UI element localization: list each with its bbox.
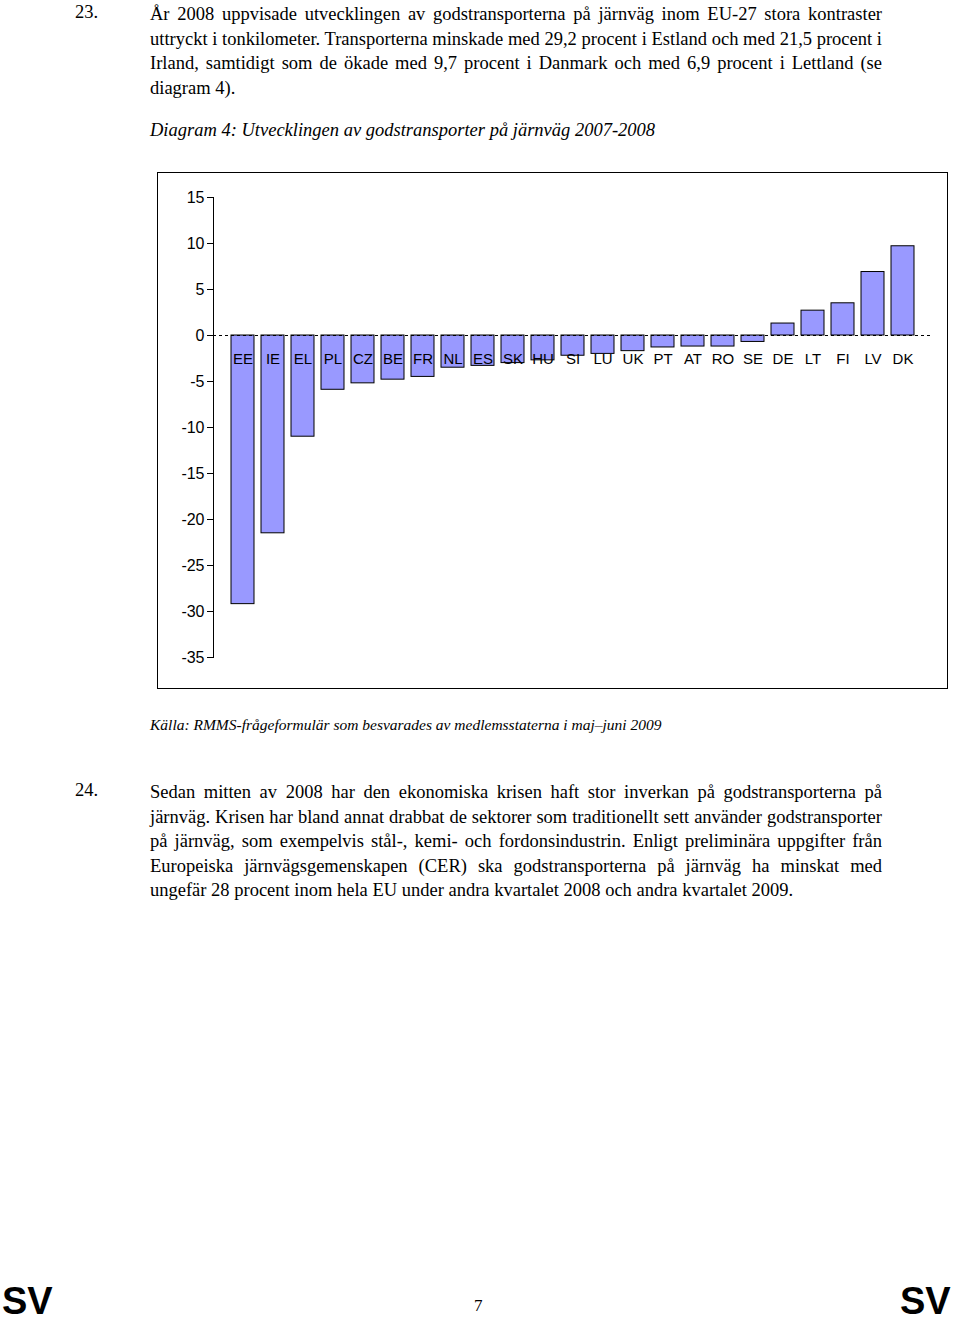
svg-text:LV: LV bbox=[864, 350, 881, 367]
svg-text:DK: DK bbox=[893, 350, 914, 367]
svg-text:-25: -25 bbox=[181, 557, 204, 574]
html-text:År 2008 uppvisade utvecklingen: År 2008 uppvisade utvecklingen av godstr… bbox=[150, 4, 882, 98]
svg-text:RO: RO bbox=[712, 350, 735, 367]
svg-text:10: 10 bbox=[187, 235, 205, 252]
svg-text:SI: SI bbox=[566, 350, 580, 367]
svg-text:-30: -30 bbox=[181, 603, 204, 620]
svg-text:EE: EE bbox=[233, 350, 253, 367]
svg-text:LU: LU bbox=[593, 350, 612, 367]
svg-text:-35: -35 bbox=[181, 649, 204, 666]
svg-text:HU: HU bbox=[532, 350, 554, 367]
svg-text:-15: -15 bbox=[181, 465, 204, 482]
svg-text:BE: BE bbox=[383, 350, 403, 367]
svg-text:PL: PL bbox=[324, 350, 342, 367]
svg-text:FR: FR bbox=[413, 350, 433, 367]
svg-text:IE: IE bbox=[266, 350, 280, 367]
svg-text:DE: DE bbox=[773, 350, 794, 367]
svg-text:PT: PT bbox=[653, 350, 672, 367]
html-text:7: 7 bbox=[474, 1296, 483, 1315]
svg-text:-10: -10 bbox=[181, 419, 204, 436]
svg-text:0: 0 bbox=[196, 327, 205, 344]
svg-text:-5: -5 bbox=[190, 373, 204, 390]
html-text:Diagram 4: Utvecklingen av god: Diagram 4: Utvecklingen av godstransport… bbox=[150, 120, 656, 140]
html-text:23.: 23. bbox=[75, 2, 99, 22]
svg-text:NL: NL bbox=[443, 350, 462, 367]
svg-text:ES: ES bbox=[473, 350, 493, 367]
svg-text:LT: LT bbox=[805, 350, 821, 367]
html-text:24.: 24. bbox=[75, 780, 99, 800]
svg-text:UK: UK bbox=[623, 350, 644, 367]
svg-text:CZ: CZ bbox=[353, 350, 373, 367]
svg-text:FI: FI bbox=[836, 350, 849, 367]
html-text:Källa: RMMS-frågeformulär som: Källa: RMMS-frågeformulär som besvarades… bbox=[150, 716, 662, 733]
svg-text:SK: SK bbox=[503, 350, 523, 367]
svg-text:5: 5 bbox=[196, 281, 205, 298]
svg-text:-20: -20 bbox=[181, 511, 204, 528]
svg-text:SE: SE bbox=[743, 350, 763, 367]
html-text:Sedan mitten av 2008 har den e: Sedan mitten av 2008 har den ekonomiska … bbox=[150, 782, 882, 901]
svg-text:EL: EL bbox=[294, 350, 312, 367]
svg-text:AT: AT bbox=[684, 350, 702, 367]
svg-text:15: 15 bbox=[187, 189, 205, 206]
